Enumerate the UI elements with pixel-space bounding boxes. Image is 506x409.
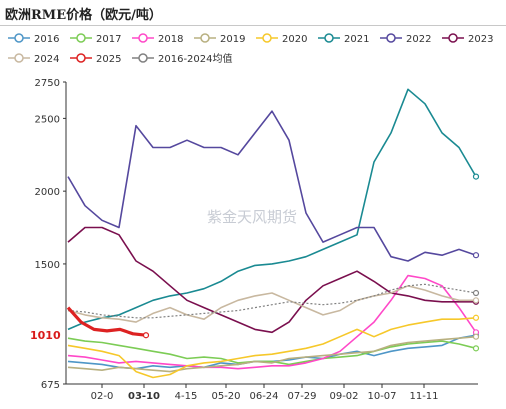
legend-label: 2021	[344, 34, 369, 45]
x-tick-label: 4-15	[175, 391, 198, 402]
series-end-marker	[142, 332, 150, 339]
legend-label: 2024	[34, 54, 59, 65]
legend-label: 2023	[468, 34, 493, 45]
x-tick-label: 09-02	[329, 391, 358, 402]
x-tick-label: 10-07	[367, 391, 396, 402]
legend-label: 2017	[96, 34, 121, 45]
series-line-2018	[67, 274, 477, 370]
watermark: 紫金天风期货	[207, 208, 297, 226]
legend-item-2018[interactable]: 2018	[132, 33, 183, 45]
series-line-2025	[66, 306, 147, 337]
series-end-marker	[472, 289, 480, 297]
legend-label: 2025	[96, 54, 121, 65]
title-divider	[0, 25, 506, 26]
y-tick-label: 675	[41, 380, 60, 391]
legend-item-2020[interactable]: 2020	[256, 33, 307, 45]
series-line-2021	[67, 88, 477, 331]
series-end-marker	[472, 252, 480, 259]
x-tick-label: 03-10	[128, 391, 160, 402]
series-line-2020	[67, 317, 477, 379]
legend-label: 2020	[282, 34, 307, 45]
legend-label: 2018	[158, 34, 183, 45]
series-end-marker	[472, 314, 480, 321]
legend-marker	[138, 53, 148, 63]
y-tick-label: 1500	[35, 260, 60, 271]
legend-item-2019[interactable]: 2019	[194, 33, 245, 45]
legend-marker	[262, 33, 272, 43]
x-tick-label: 05-20	[211, 391, 240, 402]
series-line-2024	[67, 285, 476, 323]
legend-marker	[386, 33, 396, 43]
legend-marker	[448, 33, 458, 43]
x-tick-label: 02-0	[91, 391, 114, 402]
y-tick-label: 2750	[35, 78, 60, 89]
annotation-label: 1010	[30, 329, 61, 342]
legend-label: 2022	[406, 34, 431, 45]
y-tick-label: 2000	[35, 187, 60, 198]
y-tick-label: 2500	[35, 114, 60, 125]
series-line-2023	[67, 226, 476, 334]
series-end-marker	[472, 297, 480, 304]
legend-marker	[324, 33, 334, 43]
x-tick-label: 06-24	[249, 391, 278, 402]
legend-marker	[14, 53, 24, 63]
legend-item-2024[interactable]: 2024	[8, 53, 59, 65]
series-end-marker	[472, 345, 480, 352]
legend-item-2016-2024均值[interactable]: 2016-2024均值	[132, 52, 233, 65]
legend-marker	[14, 33, 24, 43]
legend-item-2021[interactable]: 2021	[318, 33, 369, 45]
series-end-marker	[472, 173, 480, 180]
legend-marker	[138, 33, 148, 43]
legend-item-2025[interactable]: 2025	[70, 53, 121, 65]
series-line-2017	[67, 337, 477, 366]
legend-label: 2016-2024均值	[158, 52, 233, 65]
legend-item-2022[interactable]: 2022	[380, 33, 431, 45]
series-line-2022	[67, 110, 477, 262]
chart-title: 欧洲RME价格（欧元/吨）	[5, 8, 162, 23]
legend-label: 2016	[34, 34, 59, 45]
series-line-2019	[67, 335, 477, 373]
legend-label: 2019	[220, 34, 245, 45]
x-tick-label: 11-11	[409, 391, 438, 402]
legend-marker	[76, 53, 86, 63]
legend-item-2023[interactable]: 2023	[442, 33, 493, 45]
legend-marker	[76, 33, 86, 43]
legend-item-2017[interactable]: 2017	[70, 33, 121, 45]
legend-item-2016[interactable]: 2016	[8, 33, 59, 45]
x-tick-label: 07-29	[287, 391, 316, 402]
series-end-marker	[472, 333, 480, 340]
series-line-2016-2024均值	[67, 283, 477, 319]
legend-marker	[200, 33, 210, 43]
